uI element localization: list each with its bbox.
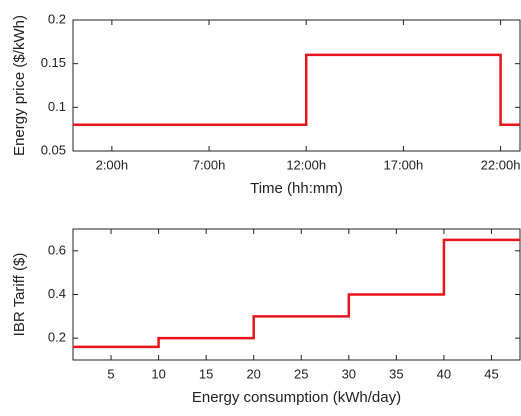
x-tick-label: 25 [294, 366, 308, 381]
y-axis-title: Energy price ($/kWh) [11, 15, 28, 156]
y-tick-label: 0.2 [48, 11, 66, 26]
y-tick-label: 0.2 [48, 330, 66, 345]
x-tick-label: 10 [151, 366, 165, 381]
x-tick-label: 5 [107, 366, 114, 381]
x-axis-title: Energy consumption (kWh/day) [192, 389, 401, 406]
x-axis-title: Time (hh:mm) [250, 180, 343, 197]
x-tick-label: 20 [246, 366, 260, 381]
x-tick-label: 30 [342, 366, 356, 381]
x-tick-label: 2:00h [96, 157, 129, 172]
y-tick-label: 0.4 [48, 286, 66, 301]
y-tick-label: 0.1 [48, 99, 66, 114]
x-tick-label: 40 [437, 366, 451, 381]
axes-frame [72, 19, 521, 152]
y-tick-label: 0.15 [41, 55, 66, 70]
x-tick-label: 45 [484, 366, 498, 381]
x-tick-label: 17:00h [384, 157, 424, 172]
price-line [73, 238, 520, 349]
x-tick-label: 22:00h [481, 157, 521, 172]
y-tick-label: 0.6 [48, 242, 66, 257]
x-tick-label: 15 [199, 366, 213, 381]
x-tick-label: 35 [389, 366, 403, 381]
price-line [73, 53, 520, 127]
y-tick-label: 0.05 [41, 142, 66, 157]
x-tick-label: 7:00h [193, 157, 226, 172]
axes-frame [72, 228, 521, 361]
y-axis-title: IBR Tariff ($) [11, 253, 28, 337]
x-tick-label: 12:00h [286, 157, 326, 172]
